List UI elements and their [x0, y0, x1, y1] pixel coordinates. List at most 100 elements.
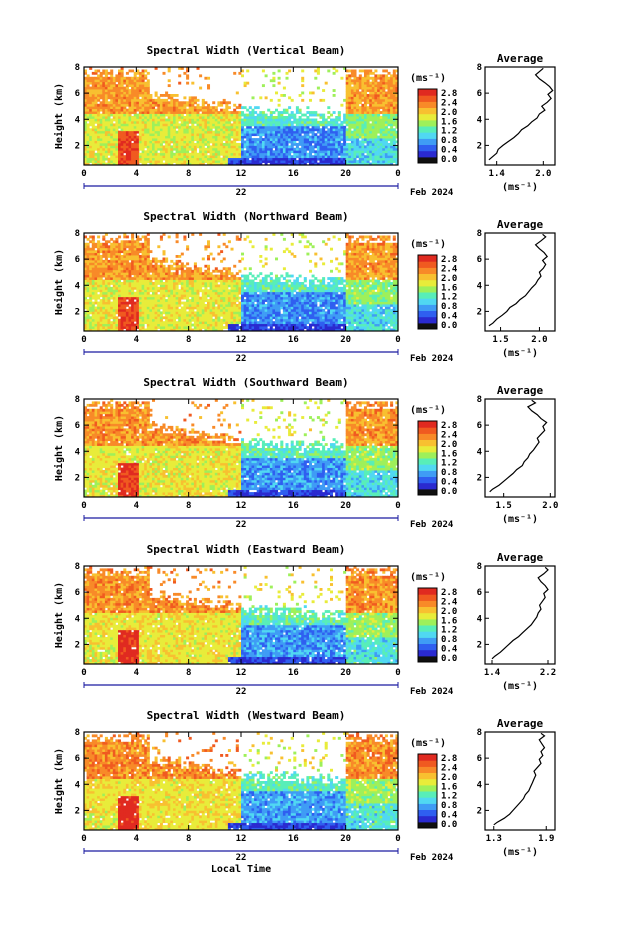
- heatmap-cell: [168, 158, 171, 161]
- heatmap-cell: [131, 89, 134, 92]
- heatmap-cell: [87, 94, 90, 97]
- heatmap-cell: [288, 145, 291, 148]
- heatmap-cell: [147, 119, 150, 122]
- heatmap-cell: [105, 70, 108, 73]
- heatmap-cell: [348, 150, 351, 153]
- heatmap-cell: [202, 128, 205, 131]
- heatmap-cell: [168, 94, 171, 97]
- heatmap-cell: [249, 123, 252, 126]
- heatmap-cell: [280, 138, 283, 141]
- heatmap-cell: [126, 133, 129, 136]
- heatmap-cell: [306, 123, 309, 126]
- heatmap-cell: [320, 121, 323, 124]
- heatmap-cell: [246, 70, 249, 73]
- heatmap-cell: [176, 138, 179, 141]
- heatmap-cell: [364, 104, 367, 107]
- heatmap-cell: [346, 79, 349, 82]
- heatmap-cell: [142, 150, 145, 153]
- heatmap-cell: [126, 128, 129, 131]
- heatmap-cell: [149, 114, 152, 117]
- heatmap-cell: [199, 158, 202, 161]
- heatmap-cell: [207, 150, 210, 153]
- heatmap-cell: [327, 143, 330, 146]
- heatmap-cell: [92, 143, 95, 146]
- heatmap-cell: [217, 143, 220, 146]
- heatmap-cell: [173, 99, 176, 102]
- heatmap-cell: [293, 148, 296, 151]
- figure-canvas: Spectral Width (Vertical Beam)2468Height…: [0, 0, 618, 929]
- heatmap-cell: [346, 84, 349, 87]
- heatmap-cell: [95, 153, 98, 156]
- heatmap-cell: [241, 128, 244, 131]
- heatmap-cell: [134, 133, 137, 136]
- heatmap-cell: [92, 77, 95, 80]
- heatmap-cell: [364, 145, 367, 148]
- heatmap-cell: [228, 143, 231, 146]
- heatmap-cell: [262, 128, 265, 131]
- heatmap-cell: [160, 94, 163, 97]
- heatmap-cell: [291, 150, 294, 153]
- heatmap-cell: [202, 109, 205, 112]
- heatmap-cell: [108, 119, 111, 122]
- heatmap-cell: [346, 138, 349, 141]
- heatmap-cell: [165, 128, 168, 131]
- heatmap-cell: [364, 155, 367, 158]
- heatmap-cell: [351, 114, 354, 117]
- heatmap-cell: [262, 133, 265, 136]
- heatmap-cell: [299, 133, 302, 136]
- heatmap-cell: [249, 106, 252, 109]
- heatmap-cell: [121, 70, 124, 73]
- heatmap-cell: [283, 158, 286, 161]
- heatmap-cell: [335, 153, 338, 156]
- heatmap-cell: [359, 158, 362, 161]
- heatmap-cell: [333, 72, 336, 75]
- heatmap-cell: [343, 153, 346, 156]
- heatmap-cell: [314, 114, 317, 117]
- heatmap-cell: [191, 128, 194, 131]
- heatmap-cell: [246, 153, 249, 156]
- heatmap-cell: [257, 123, 260, 126]
- heatmap-cell: [139, 143, 142, 146]
- heatmap-cell: [142, 79, 145, 82]
- heatmap-cell: [354, 70, 357, 73]
- heatmap-cell: [165, 99, 168, 102]
- heatmap-cell: [262, 150, 265, 153]
- heatmap-cell: [246, 158, 249, 161]
- heatmap-cell: [121, 94, 124, 97]
- heatmap-cell: [149, 128, 152, 131]
- heatmap-cell: [102, 114, 105, 117]
- heatmap-cell: [225, 101, 228, 104]
- heatmap-cell: [168, 143, 171, 146]
- heatmap-cell: [118, 150, 121, 153]
- heatmap-cell: [225, 109, 228, 112]
- heatmap-cell: [118, 143, 121, 146]
- heatmap-cell: [238, 138, 241, 141]
- heatmap-cell: [186, 138, 189, 141]
- heatmap-cell: [123, 114, 126, 117]
- heatmap-cell: [97, 123, 100, 126]
- heatmap-cell: [286, 158, 289, 161]
- heatmap-cell: [155, 158, 158, 161]
- heatmap-cell: [346, 89, 349, 92]
- heatmap-cell: [170, 128, 173, 131]
- heatmap-cell: [275, 150, 278, 153]
- heatmap-cell: [155, 123, 158, 126]
- heatmap-cell: [118, 89, 121, 92]
- heatmap-cell: [252, 153, 255, 156]
- heatmap-cell: [257, 138, 260, 141]
- heatmap-cell: [95, 138, 98, 141]
- heatmap-cell: [95, 70, 98, 73]
- heatmap-cell: [136, 114, 139, 117]
- heatmap-cell: [364, 150, 367, 153]
- heatmap-cell: [110, 119, 113, 122]
- heatmap-cell: [231, 128, 234, 131]
- heatmap-cell: [118, 119, 121, 122]
- heatmap-cell: [306, 128, 309, 131]
- heatmap-cell: [220, 143, 223, 146]
- heatmap-cell: [170, 94, 173, 97]
- heatmap-cell: [178, 74, 181, 77]
- heatmap-cell: [312, 114, 315, 117]
- heatmap-cell: [354, 89, 357, 92]
- heatmap-cell: [270, 133, 273, 136]
- heatmap-cell: [183, 143, 186, 146]
